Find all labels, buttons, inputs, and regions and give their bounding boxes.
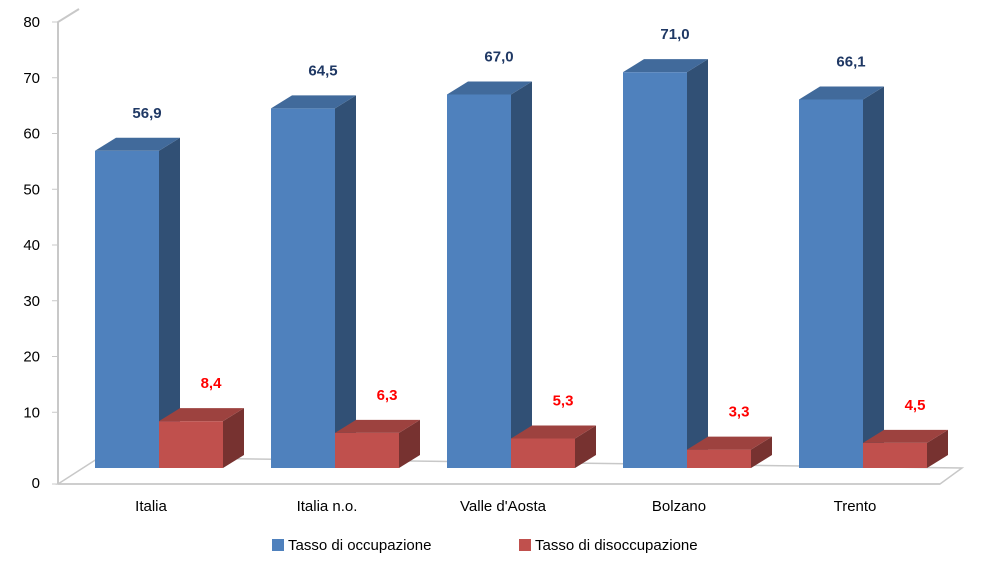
- data-label: 6,3: [377, 387, 398, 404]
- data-label: 56,9: [132, 105, 161, 122]
- bar-top: [447, 81, 532, 95]
- bar-top: [159, 408, 244, 422]
- bar-front: [335, 432, 399, 468]
- bar-front: [511, 438, 575, 468]
- y-tick-label: 0: [32, 475, 40, 492]
- bar-side: [575, 425, 596, 468]
- bar-front: [623, 72, 687, 469]
- bar-top: [623, 59, 708, 73]
- bar-side: [335, 95, 356, 468]
- x-tick-label: Italia: [135, 498, 167, 515]
- data-label: 66,1: [836, 53, 865, 70]
- bar-front: [95, 150, 159, 468]
- bar-top: [95, 137, 180, 151]
- x-tick-label: Valle d'Aosta: [460, 498, 547, 515]
- y-axis-line: [57, 8, 80, 484]
- legend: Tasso di occupazione Tasso di disoccupazi…: [272, 537, 698, 554]
- data-label: 5,3: [553, 392, 574, 409]
- y-tick-label: 80: [23, 14, 40, 31]
- y-tick-label: 50: [23, 181, 40, 198]
- bar-front: [159, 421, 223, 468]
- legend-swatch: [519, 539, 531, 551]
- data-labels: 56,9 8,4 64,5 6,3 67,0 5,3 71,0 3,3 66,1 4,5: [132, 26, 925, 420]
- bar-top: [271, 95, 356, 109]
- bar-side: [863, 86, 884, 469]
- bar-front: [447, 94, 511, 468]
- legend-swatch: [272, 539, 284, 551]
- x-tick-label: Italia n.o.: [297, 498, 358, 515]
- y-tick-label: 20: [23, 349, 40, 366]
- data-label: 67,0: [484, 48, 513, 65]
- bar-side: [511, 81, 532, 468]
- y-tick-label: 60: [23, 126, 40, 143]
- bar-top: [799, 86, 884, 100]
- bar-top: [863, 429, 948, 443]
- data-label: 8,4: [201, 375, 223, 392]
- y-tick-label: 40: [23, 237, 40, 254]
- y-tick-label: 70: [23, 70, 40, 87]
- bar-side: [751, 436, 772, 468]
- bar-top: [687, 436, 772, 450]
- data-label: 64,5: [308, 62, 337, 79]
- bar-side: [687, 59, 708, 469]
- data-label: 3,3: [729, 404, 750, 421]
- bar-front: [687, 449, 751, 468]
- y-tick-label: 10: [23, 404, 40, 421]
- y-tick-label: 30: [23, 293, 40, 310]
- bar-top: [511, 425, 596, 439]
- x-tick-label: Trento: [834, 498, 877, 515]
- bar-front: [799, 99, 863, 469]
- bar-side: [399, 419, 420, 468]
- bar-side: [223, 408, 244, 468]
- data-label: 4,5: [905, 397, 926, 414]
- axes: 0 10 20 30 40 50 60 70 80 Italia Italia n.o. Valle …: [23, 8, 965, 515]
- data-label: 71,0: [660, 26, 689, 43]
- bars: [95, 59, 948, 469]
- bar-side: [927, 429, 948, 468]
- bar-side: [159, 137, 180, 468]
- bar-front: [271, 108, 335, 468]
- bar-top: [335, 419, 420, 433]
- legend-label: Tasso di occupazione: [288, 537, 431, 554]
- bar-front: [863, 442, 927, 468]
- x-tick-label: Bolzano: [652, 498, 706, 515]
- legend-label: Tasso di disoccupazione: [535, 537, 698, 554]
